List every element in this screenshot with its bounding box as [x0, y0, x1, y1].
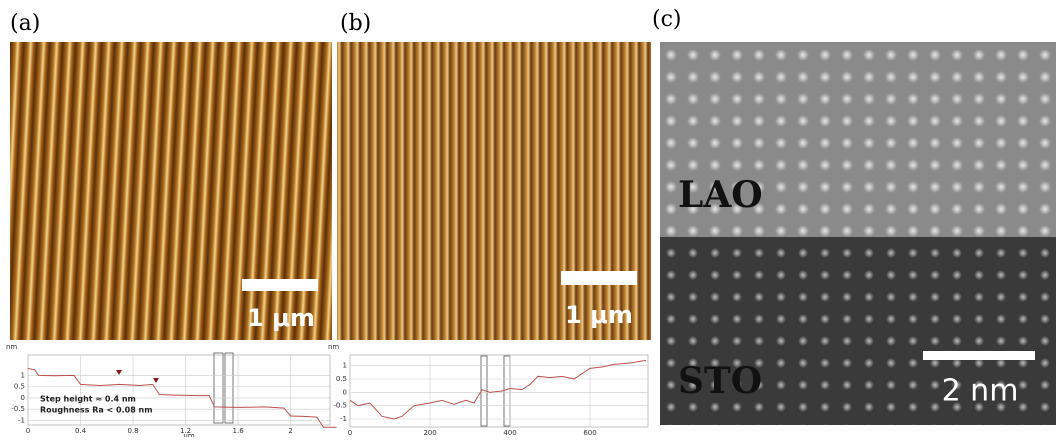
layer-label: STO [678, 360, 762, 402]
panel-label: (a) [10, 11, 40, 36]
y-tick-label: 0 [343, 388, 347, 396]
y-tick-label: 0.5 [336, 375, 347, 383]
x-tick-label: 2 [288, 427, 292, 435]
scale-bar [242, 279, 318, 291]
y-tick-label: 1 [343, 362, 347, 370]
scale-bar [923, 351, 1035, 360]
step-marker [153, 378, 159, 383]
y-axis-label: nm [328, 343, 339, 351]
x-tick-label: 1.6 [233, 427, 245, 435]
x-tick-label: 0.4 [75, 427, 87, 435]
x-tick-label: 0.8 [127, 427, 138, 435]
scale-bar [561, 271, 637, 285]
y-tick-label: 0 [21, 394, 25, 402]
y-tick-label: -1 [18, 416, 25, 424]
step-marker [116, 370, 122, 375]
stem-sto [660, 237, 1056, 425]
x-tick-label: 1.2 [180, 427, 191, 435]
profile-line [349, 359, 647, 420]
panel-label: (b) [340, 11, 371, 36]
x-tick-label: 0 [26, 427, 30, 435]
y-tick-label: 1 [21, 371, 25, 379]
cursor-box [213, 352, 511, 427]
panel-label: (c) [652, 7, 682, 32]
x-tick-label: 600 [583, 429, 596, 437]
scale-label: 1 μm [565, 301, 633, 329]
layer-label: LAO [678, 174, 763, 216]
stem-lao [660, 42, 1056, 237]
annotation: Step height ≈ 0.4 nm [40, 395, 136, 404]
x-axis-label: μm [183, 432, 194, 437]
annotation: Roughness Ra < 0.08 nm [40, 406, 153, 415]
y-tick-label: -0.5 [333, 402, 347, 410]
y-tick-label: -0.5 [11, 405, 25, 413]
y-axis-label: nm [6, 343, 17, 351]
afm-image [337, 42, 651, 340]
afm-image [10, 42, 332, 340]
x-tick-label: 200 [423, 429, 436, 437]
y-tick-label: 0.5 [14, 383, 25, 391]
y-tick-label: -1 [340, 415, 347, 423]
x-tick-label: 400 [503, 429, 516, 437]
scale-label: 2 nm [942, 374, 1019, 409]
profile-line [27, 368, 337, 428]
plot-frame [27, 354, 331, 426]
x-tick-label: 0 [348, 429, 352, 437]
scale-label: 1 μm [247, 304, 315, 332]
